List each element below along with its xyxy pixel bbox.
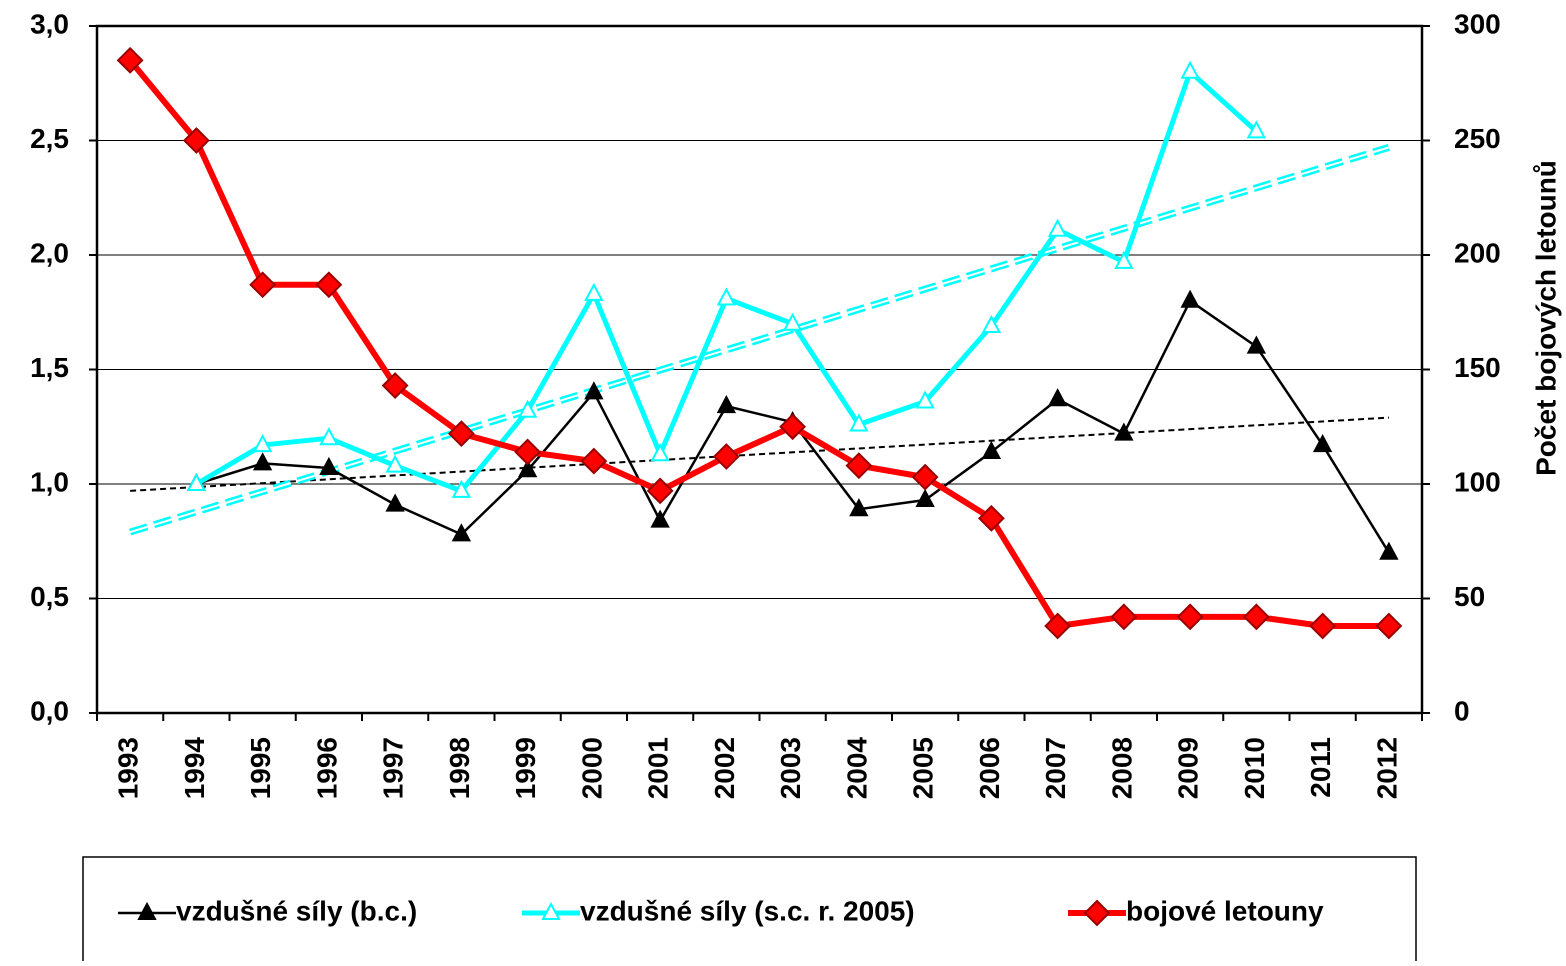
x-tick-label: 2001	[643, 737, 674, 799]
data-point	[646, 477, 674, 505]
data-point	[650, 509, 670, 528]
legend-label: bojové letouny	[1126, 895, 1324, 926]
data-point	[911, 463, 939, 491]
x-tick-label: 2002	[709, 737, 740, 799]
trendline	[130, 416, 1389, 492]
data-point	[319, 427, 339, 446]
data-point	[1309, 612, 1337, 640]
data-point	[1246, 335, 1267, 354]
y-tick-label: 0,0	[30, 695, 69, 726]
y2-tick-label: 50	[1454, 581, 1485, 612]
data-point	[782, 312, 803, 331]
data-point	[779, 413, 807, 441]
data-point	[451, 523, 472, 542]
x-tick-label: 2003	[775, 737, 806, 799]
data-point	[1044, 612, 1072, 640]
trendline-inner	[129, 146, 1390, 534]
data-point	[1047, 388, 1068, 407]
y2-tick-label: 150	[1454, 352, 1501, 383]
y-tick-label: 2,0	[30, 237, 69, 268]
x-tick-label: 2005	[908, 737, 939, 799]
x-tick-label: 2004	[841, 737, 872, 800]
data-point	[1375, 612, 1403, 640]
data-point	[315, 271, 343, 299]
data-point	[385, 454, 405, 473]
data-point	[584, 381, 604, 400]
data-point	[1312, 433, 1333, 453]
data-point	[915, 390, 935, 409]
data-point	[580, 447, 608, 475]
data-point	[447, 420, 475, 448]
y-tick-label: 1,5	[30, 352, 69, 383]
data-point	[1176, 603, 1204, 631]
legend-box	[82, 856, 1417, 966]
data-point	[385, 493, 405, 512]
x-tick-label: 1998	[444, 737, 475, 799]
data-point	[514, 438, 542, 466]
x-tick-label: 1996	[311, 737, 342, 799]
data-point	[845, 452, 873, 480]
data-point	[1242, 603, 1270, 631]
data-point	[1246, 120, 1267, 139]
x-tick-label: 1999	[510, 737, 541, 799]
data-point	[650, 443, 670, 462]
data-point	[1180, 60, 1200, 79]
data-point	[319, 456, 339, 475]
data-point	[116, 46, 144, 74]
x-tick-label: 2012	[1371, 737, 1402, 799]
data-point	[977, 504, 1005, 532]
data-point	[1114, 250, 1134, 269]
data-point	[1180, 289, 1200, 308]
data-point	[981, 440, 1002, 459]
x-tick-label: 1994	[179, 737, 210, 800]
data-point	[249, 271, 277, 299]
data-point	[1114, 422, 1134, 441]
data-point	[186, 472, 207, 491]
legend-marker	[541, 901, 561, 920]
x-tick-label: 1993	[113, 737, 144, 799]
y-tick-label: 1,0	[30, 466, 69, 497]
data-point	[716, 395, 737, 414]
x-tick-label: 1995	[245, 737, 276, 799]
y2-tick-label: 100	[1454, 466, 1501, 497]
data-point	[252, 452, 273, 471]
data-point	[712, 443, 740, 470]
y2-tick-label: 250	[1454, 123, 1501, 154]
x-tick-label: 2009	[1173, 737, 1204, 799]
x-tick-label: 1997	[378, 737, 409, 799]
data-point	[1110, 603, 1138, 631]
data-point	[252, 433, 273, 453]
data-point	[981, 314, 1002, 333]
data-point	[1379, 541, 1399, 560]
legend-label: vzdušné síly (s.c. r. 2005)	[580, 895, 915, 926]
x-tick-label: 2011	[1305, 737, 1336, 798]
y-tick-label: 3,0	[30, 8, 69, 39]
data-point	[517, 399, 538, 418]
y2-tick-label: 0	[1454, 695, 1470, 726]
data-point	[1047, 218, 1068, 237]
data-point	[182, 127, 210, 154]
y-tick-label: 2,5	[30, 123, 69, 154]
legend-label: vzdušné síly (b.c.)	[176, 895, 417, 926]
y2-axis-title: Počet bojových letounů	[1530, 160, 1561, 476]
data-point	[849, 413, 869, 432]
data-point	[716, 287, 737, 306]
x-tick-label: 2008	[1106, 737, 1137, 799]
x-tick-label: 2006	[974, 737, 1005, 799]
data-point	[517, 459, 538, 478]
data-point	[381, 372, 409, 399]
x-tick-label: 2000	[576, 737, 607, 799]
x-tick-label: 2010	[1239, 737, 1270, 799]
data-point	[584, 282, 604, 301]
legend-marker	[1083, 899, 1111, 927]
data-point	[915, 488, 935, 508]
y-tick-label: 0,5	[30, 581, 69, 612]
y2-tick-label: 300	[1454, 8, 1501, 39]
x-tick-label: 2007	[1040, 737, 1071, 799]
data-point	[849, 498, 869, 517]
data-point	[451, 479, 472, 498]
y2-tick-label: 200	[1454, 237, 1501, 268]
legend-marker	[137, 901, 157, 920]
